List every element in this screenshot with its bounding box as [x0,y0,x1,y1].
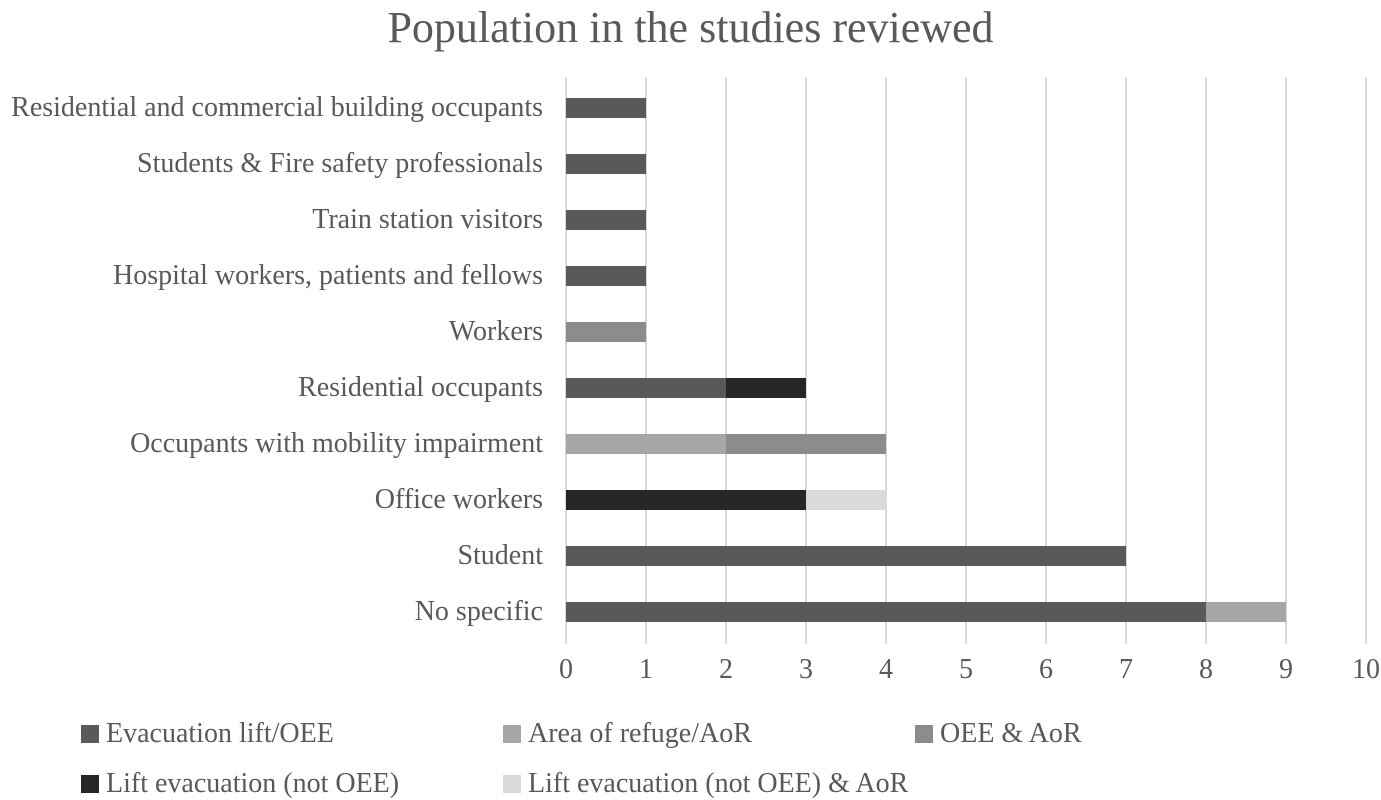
chart-title: Population in the studies reviewed [387,3,994,52]
x-tick-label: 8 [1199,654,1213,685]
x-tick-label: 3 [799,654,813,685]
bar-segment [566,490,806,510]
legend-label: Area of refuge/AoR [528,718,752,749]
gridline [1045,78,1047,644]
x-tick-label: 9 [1279,654,1293,685]
legend-label: Lift evacuation (not OEE) [106,768,400,799]
legend-item: Evacuation lift/OEE [81,716,334,752]
legend-label: Evacuation lift/OEE [106,718,334,749]
category-label: Student [457,540,543,571]
bar-segment [566,434,726,454]
x-tick-label: 10 [1352,654,1380,685]
gridline [1125,78,1127,644]
category-label: Train station visitors [312,204,543,235]
bar-segment [566,266,646,286]
x-tick-label: 6 [1039,654,1053,685]
gridline [645,78,647,644]
bar-segment [566,154,646,174]
legend-swatch-icon [503,725,521,743]
legend-label: Lift evacuation (not OEE) & AoR [528,768,909,799]
category-label: Hospital workers, patients and fellows [112,260,543,291]
bar-segment [1206,602,1286,622]
bar-segment [566,322,646,342]
gridline [1205,78,1207,644]
legend-item: Lift evacuation (not OEE) & AoR [503,766,908,800]
x-tick-label: 2 [719,654,733,685]
legend-swatch-icon [81,775,99,793]
bar-segment [566,210,646,230]
gridline [1285,78,1287,644]
legend-item: Lift evacuation (not OEE) [81,766,399,800]
gridline [885,78,887,644]
bar-segment [726,378,806,398]
bar-segment [806,490,886,510]
x-tick-label: 5 [959,654,973,685]
x-tick-label: 0 [559,654,573,685]
category-label: Residential occupants [298,372,543,403]
legend-label: OEE & AoR [940,718,1082,749]
bar-segment [566,98,646,118]
legend-swatch-icon [503,775,521,793]
bar-segment [566,546,1126,566]
gridline [805,78,807,644]
category-label: Students & Fire safety professionals [137,148,543,179]
gridline [565,78,567,644]
gridline [725,78,727,644]
category-label: Residential and commercial building occu… [11,92,543,123]
category-label: Office workers [374,484,543,515]
legend-item: OEE & AoR [915,716,1082,752]
category-label: Occupants with mobility impairment [130,428,543,459]
bar-segment [566,602,1206,622]
gridline [1365,78,1367,644]
bar-segment [566,378,726,398]
category-label: No specific [414,596,543,627]
bar-segment [726,434,886,454]
x-tick-label: 1 [639,654,653,685]
x-tick-label: 7 [1119,654,1133,685]
x-tick-label: 4 [879,654,893,685]
legend-swatch-icon [915,725,933,743]
gridline [965,78,967,644]
legend-swatch-icon [81,725,99,743]
legend-item: Area of refuge/AoR [503,716,752,752]
category-label: Workers [448,316,543,347]
